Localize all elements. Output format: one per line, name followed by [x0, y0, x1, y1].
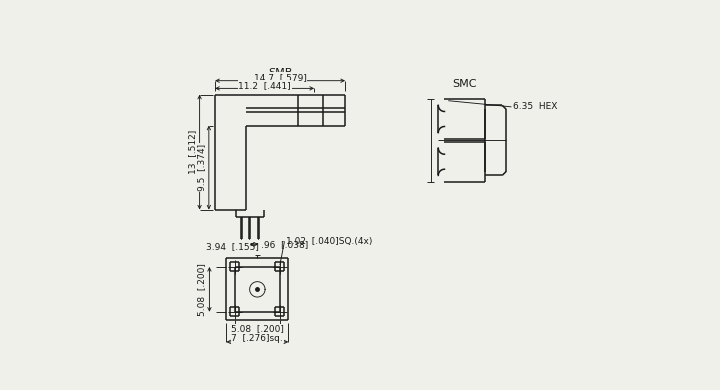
Text: 3.94  [.155]: 3.94 [.155]: [206, 242, 259, 251]
Text: 11.2  [.441]: 11.2 [.441]: [238, 81, 291, 90]
Text: SMB: SMB: [268, 68, 292, 78]
Text: 14.7  [.579]: 14.7 [.579]: [253, 73, 307, 82]
Text: SMC: SMC: [452, 79, 477, 89]
Text: 1.02  [.040]SQ.(4x): 1.02 [.040]SQ.(4x): [286, 237, 372, 246]
Text: 5.08  [.200]: 5.08 [.200]: [197, 263, 206, 316]
Text: 9.5  [.374]: 9.5 [.374]: [197, 144, 207, 191]
Text: 5.08  [.200]: 5.08 [.200]: [231, 324, 284, 333]
Text: 6.35  HEX: 6.35 HEX: [513, 102, 557, 112]
Text: 7  [.276]sq.: 7 [.276]sq.: [231, 333, 283, 342]
Text: .96  [.038]: .96 [.038]: [261, 240, 309, 249]
Text: 13  [.512]: 13 [.512]: [188, 130, 197, 174]
